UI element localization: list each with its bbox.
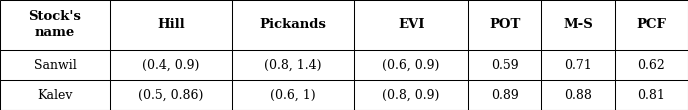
Text: (0.5, 0.86): (0.5, 0.86) xyxy=(138,89,204,102)
Text: Stock's
name: Stock's name xyxy=(28,10,81,39)
Text: 0.62: 0.62 xyxy=(638,59,665,72)
Text: Pickands: Pickands xyxy=(259,18,327,31)
Text: 0.81: 0.81 xyxy=(637,89,665,102)
Text: EVI: EVI xyxy=(398,18,424,31)
Text: (0.6, 0.9): (0.6, 0.9) xyxy=(383,59,440,72)
Text: 0.71: 0.71 xyxy=(564,59,592,72)
Text: Sanwil: Sanwil xyxy=(34,59,76,72)
Text: PCF: PCF xyxy=(636,18,666,31)
Text: (0.6, 1): (0.6, 1) xyxy=(270,89,316,102)
Text: (0.4, 0.9): (0.4, 0.9) xyxy=(142,59,200,72)
Text: POT: POT xyxy=(489,18,521,31)
Text: 0.59: 0.59 xyxy=(491,59,519,72)
Text: M-S: M-S xyxy=(563,18,593,31)
Text: Hill: Hill xyxy=(157,18,185,31)
Text: Kalev: Kalev xyxy=(37,89,73,102)
Text: (0.8, 1.4): (0.8, 1.4) xyxy=(264,59,322,72)
Text: 0.89: 0.89 xyxy=(491,89,519,102)
Text: 0.88: 0.88 xyxy=(564,89,592,102)
Text: (0.8, 0.9): (0.8, 0.9) xyxy=(383,89,440,102)
